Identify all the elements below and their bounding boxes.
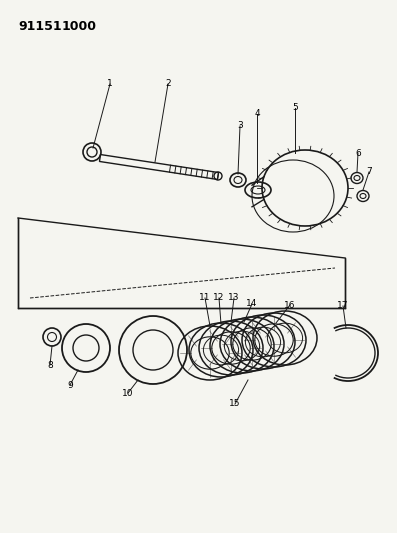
- Text: 10: 10: [122, 389, 134, 398]
- Text: 91151: 91151: [18, 20, 62, 33]
- Text: 13: 13: [228, 294, 240, 303]
- Text: 16: 16: [284, 301, 296, 310]
- Text: 9: 9: [67, 381, 73, 390]
- Text: 1000: 1000: [62, 20, 97, 33]
- Text: 5: 5: [292, 103, 298, 112]
- Text: 17: 17: [337, 302, 349, 311]
- Text: 8: 8: [47, 360, 53, 369]
- Text: 12: 12: [213, 294, 225, 303]
- Text: 15: 15: [229, 400, 241, 408]
- Text: 2: 2: [165, 79, 171, 88]
- Text: 14: 14: [246, 300, 258, 309]
- Text: 4: 4: [254, 109, 260, 118]
- Text: 1: 1: [107, 79, 113, 88]
- Text: 6: 6: [355, 149, 361, 157]
- Text: 7: 7: [366, 167, 372, 176]
- Text: 11: 11: [199, 294, 211, 303]
- Text: 3: 3: [237, 122, 243, 131]
